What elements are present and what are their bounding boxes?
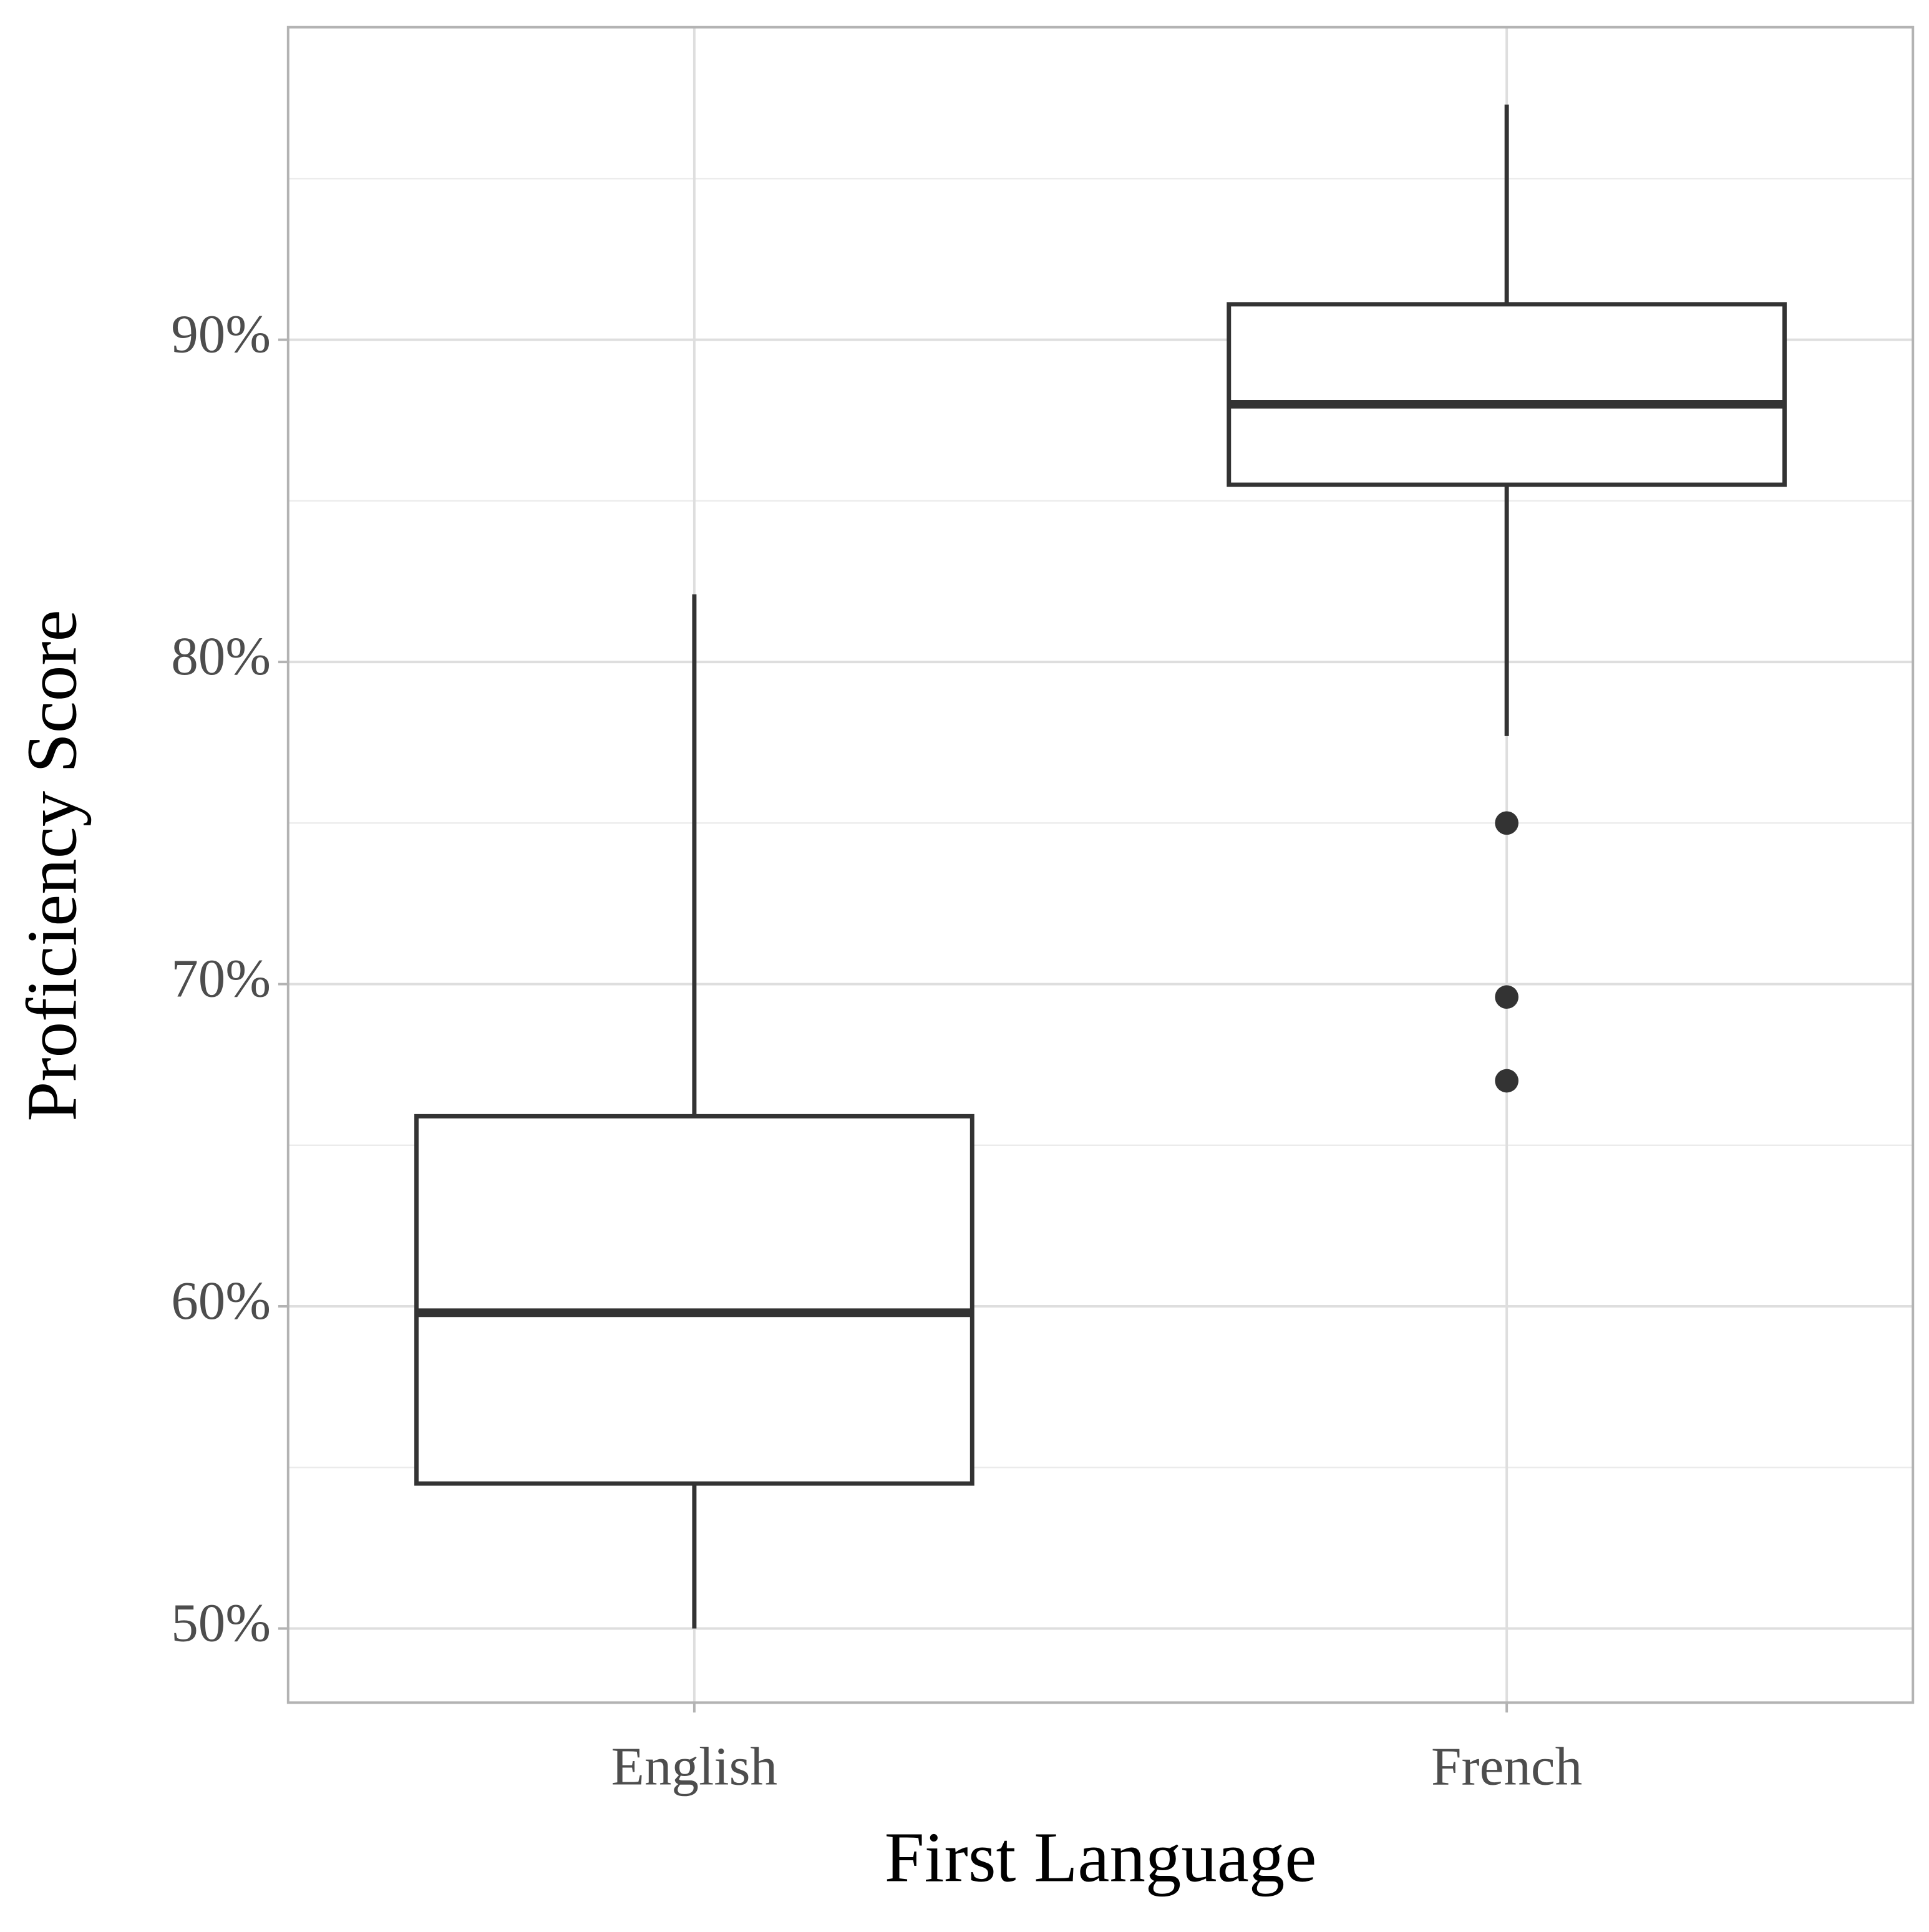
x-tick-label: French (1431, 1735, 1582, 1796)
y-axis-title: Proficiency Score (12, 609, 92, 1121)
x-tick-label: English (611, 1735, 777, 1796)
y-tick-label: 60% (171, 1270, 271, 1331)
y-tick-label: 70% (171, 948, 271, 1009)
y-tick-label: 90% (171, 304, 271, 364)
y-tick-label: 80% (171, 626, 271, 686)
x-axis-title: First Language (885, 1817, 1317, 1896)
panel-border (286, 26, 1915, 1704)
box (1227, 302, 1787, 487)
outlier (1495, 811, 1518, 835)
marks (414, 104, 1787, 1629)
y-tick-label: 50% (171, 1593, 271, 1653)
outlier (1495, 1069, 1518, 1093)
outlier (1495, 985, 1518, 1009)
box (414, 1114, 974, 1486)
